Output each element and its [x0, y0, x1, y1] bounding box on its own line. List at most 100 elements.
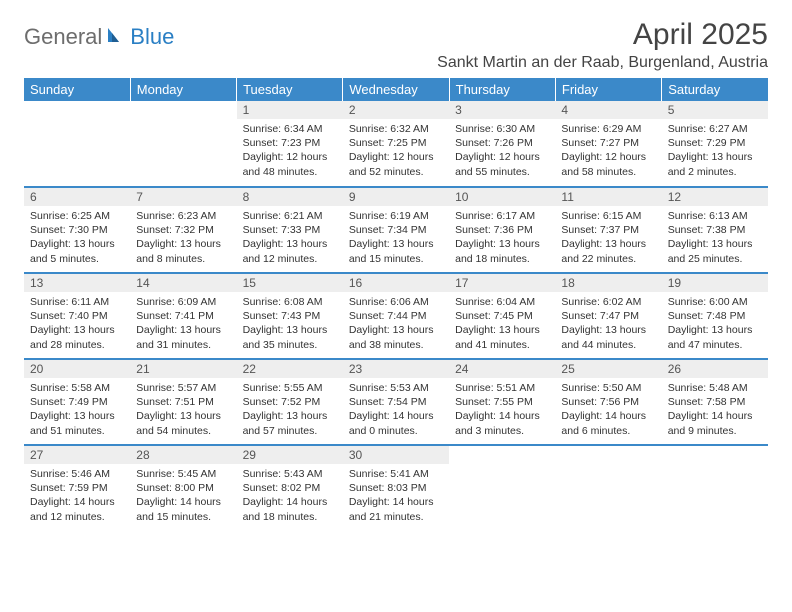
calendar-cell: 13Sunrise: 6:11 AMSunset: 7:40 PMDayligh… [24, 273, 130, 359]
day-details: Sunrise: 6:29 AMSunset: 7:27 PMDaylight:… [555, 119, 661, 183]
weekday-header: Tuesday [237, 78, 343, 101]
day-details: Sunrise: 6:32 AMSunset: 7:25 PMDaylight:… [343, 119, 449, 183]
day-number: 13 [24, 274, 130, 292]
logo: General Blue [24, 24, 174, 50]
day-details: Sunrise: 6:25 AMSunset: 7:30 PMDaylight:… [24, 206, 130, 270]
calendar-week-row: 1Sunrise: 6:34 AMSunset: 7:23 PMDaylight… [24, 101, 768, 187]
day-details: Sunrise: 5:45 AMSunset: 8:00 PMDaylight:… [130, 464, 236, 528]
day-details: Sunrise: 6:17 AMSunset: 7:36 PMDaylight:… [449, 206, 555, 270]
day-number: 9 [343, 188, 449, 206]
weekday-header: Friday [555, 78, 661, 101]
calendar-cell: 23Sunrise: 5:53 AMSunset: 7:54 PMDayligh… [343, 359, 449, 445]
day-number: 5 [662, 101, 768, 119]
calendar-cell [555, 445, 661, 531]
day-number: 10 [449, 188, 555, 206]
calendar-cell: 18Sunrise: 6:02 AMSunset: 7:47 PMDayligh… [555, 273, 661, 359]
day-number: 22 [237, 360, 343, 378]
calendar-cell: 17Sunrise: 6:04 AMSunset: 7:45 PMDayligh… [449, 273, 555, 359]
day-details: Sunrise: 5:48 AMSunset: 7:58 PMDaylight:… [662, 378, 768, 442]
day-number: 12 [662, 188, 768, 206]
logo-sail-icon [106, 25, 126, 50]
day-details: Sunrise: 5:43 AMSunset: 8:02 PMDaylight:… [237, 464, 343, 528]
header: General Blue April 2025 Sankt Martin an … [24, 18, 768, 72]
weekday-header: Wednesday [343, 78, 449, 101]
title-block: April 2025 Sankt Martin an der Raab, Bur… [437, 18, 768, 72]
calendar-cell: 4Sunrise: 6:29 AMSunset: 7:27 PMDaylight… [555, 101, 661, 187]
day-number: 26 [662, 360, 768, 378]
day-details: Sunrise: 6:09 AMSunset: 7:41 PMDaylight:… [130, 292, 236, 356]
day-number: 21 [130, 360, 236, 378]
calendar-cell: 25Sunrise: 5:50 AMSunset: 7:56 PMDayligh… [555, 359, 661, 445]
day-number: 14 [130, 274, 236, 292]
day-number: 15 [237, 274, 343, 292]
calendar-cell: 19Sunrise: 6:00 AMSunset: 7:48 PMDayligh… [662, 273, 768, 359]
day-details: Sunrise: 6:21 AMSunset: 7:33 PMDaylight:… [237, 206, 343, 270]
calendar-table: SundayMondayTuesdayWednesdayThursdayFrid… [24, 78, 768, 531]
day-number: 18 [555, 274, 661, 292]
calendar-cell: 22Sunrise: 5:55 AMSunset: 7:52 PMDayligh… [237, 359, 343, 445]
day-details: Sunrise: 5:57 AMSunset: 7:51 PMDaylight:… [130, 378, 236, 442]
day-number: 4 [555, 101, 661, 119]
calendar-cell: 26Sunrise: 5:48 AMSunset: 7:58 PMDayligh… [662, 359, 768, 445]
day-details: Sunrise: 6:06 AMSunset: 7:44 PMDaylight:… [343, 292, 449, 356]
weekday-header: Thursday [449, 78, 555, 101]
calendar-cell: 15Sunrise: 6:08 AMSunset: 7:43 PMDayligh… [237, 273, 343, 359]
calendar-cell: 24Sunrise: 5:51 AMSunset: 7:55 PMDayligh… [449, 359, 555, 445]
calendar-cell: 20Sunrise: 5:58 AMSunset: 7:49 PMDayligh… [24, 359, 130, 445]
day-number: 16 [343, 274, 449, 292]
calendar-cell: 21Sunrise: 5:57 AMSunset: 7:51 PMDayligh… [130, 359, 236, 445]
day-details: Sunrise: 6:15 AMSunset: 7:37 PMDaylight:… [555, 206, 661, 270]
day-details: Sunrise: 5:58 AMSunset: 7:49 PMDaylight:… [24, 378, 130, 442]
calendar-cell: 29Sunrise: 5:43 AMSunset: 8:02 PMDayligh… [237, 445, 343, 531]
calendar-week-row: 20Sunrise: 5:58 AMSunset: 7:49 PMDayligh… [24, 359, 768, 445]
calendar-cell: 8Sunrise: 6:21 AMSunset: 7:33 PMDaylight… [237, 187, 343, 273]
day-details: Sunrise: 6:13 AMSunset: 7:38 PMDaylight:… [662, 206, 768, 270]
day-details: Sunrise: 6:34 AMSunset: 7:23 PMDaylight:… [237, 119, 343, 183]
day-details: Sunrise: 6:04 AMSunset: 7:45 PMDaylight:… [449, 292, 555, 356]
day-details: Sunrise: 6:23 AMSunset: 7:32 PMDaylight:… [130, 206, 236, 270]
day-details: Sunrise: 6:00 AMSunset: 7:48 PMDaylight:… [662, 292, 768, 356]
calendar-cell: 3Sunrise: 6:30 AMSunset: 7:26 PMDaylight… [449, 101, 555, 187]
weekday-header: Sunday [24, 78, 130, 101]
calendar-cell [449, 445, 555, 531]
day-details: Sunrise: 6:11 AMSunset: 7:40 PMDaylight:… [24, 292, 130, 356]
day-details: Sunrise: 6:30 AMSunset: 7:26 PMDaylight:… [449, 119, 555, 183]
calendar-cell: 30Sunrise: 5:41 AMSunset: 8:03 PMDayligh… [343, 445, 449, 531]
day-details: Sunrise: 5:53 AMSunset: 7:54 PMDaylight:… [343, 378, 449, 442]
day-details: Sunrise: 5:55 AMSunset: 7:52 PMDaylight:… [237, 378, 343, 442]
calendar-cell: 6Sunrise: 6:25 AMSunset: 7:30 PMDaylight… [24, 187, 130, 273]
calendar-cell: 2Sunrise: 6:32 AMSunset: 7:25 PMDaylight… [343, 101, 449, 187]
day-number: 20 [24, 360, 130, 378]
calendar-cell: 14Sunrise: 6:09 AMSunset: 7:41 PMDayligh… [130, 273, 236, 359]
calendar-cell: 1Sunrise: 6:34 AMSunset: 7:23 PMDaylight… [237, 101, 343, 187]
day-number: 27 [24, 446, 130, 464]
calendar-cell: 7Sunrise: 6:23 AMSunset: 7:32 PMDaylight… [130, 187, 236, 273]
calendar-cell: 10Sunrise: 6:17 AMSunset: 7:36 PMDayligh… [449, 187, 555, 273]
day-details: Sunrise: 5:50 AMSunset: 7:56 PMDaylight:… [555, 378, 661, 442]
day-number: 25 [555, 360, 661, 378]
logo-word-general: General [24, 24, 102, 50]
day-details: Sunrise: 5:46 AMSunset: 7:59 PMDaylight:… [24, 464, 130, 528]
day-details: Sunrise: 6:19 AMSunset: 7:34 PMDaylight:… [343, 206, 449, 270]
month-title: April 2025 [437, 18, 768, 52]
day-details: Sunrise: 6:08 AMSunset: 7:43 PMDaylight:… [237, 292, 343, 356]
day-number: 3 [449, 101, 555, 119]
location: Sankt Martin an der Raab, Burgenland, Au… [437, 54, 768, 72]
calendar-cell [130, 101, 236, 187]
weekday-header-row: SundayMondayTuesdayWednesdayThursdayFrid… [24, 78, 768, 101]
calendar-week-row: 13Sunrise: 6:11 AMSunset: 7:40 PMDayligh… [24, 273, 768, 359]
day-details: Sunrise: 5:51 AMSunset: 7:55 PMDaylight:… [449, 378, 555, 442]
day-number: 28 [130, 446, 236, 464]
day-number: 24 [449, 360, 555, 378]
weekday-header: Saturday [662, 78, 768, 101]
day-number: 17 [449, 274, 555, 292]
calendar-cell: 11Sunrise: 6:15 AMSunset: 7:37 PMDayligh… [555, 187, 661, 273]
day-details: Sunrise: 5:41 AMSunset: 8:03 PMDaylight:… [343, 464, 449, 528]
calendar-week-row: 6Sunrise: 6:25 AMSunset: 7:30 PMDaylight… [24, 187, 768, 273]
day-number: 7 [130, 188, 236, 206]
calendar-cell: 16Sunrise: 6:06 AMSunset: 7:44 PMDayligh… [343, 273, 449, 359]
day-number: 30 [343, 446, 449, 464]
day-number: 19 [662, 274, 768, 292]
calendar-week-row: 27Sunrise: 5:46 AMSunset: 7:59 PMDayligh… [24, 445, 768, 531]
calendar-cell: 5Sunrise: 6:27 AMSunset: 7:29 PMDaylight… [662, 101, 768, 187]
